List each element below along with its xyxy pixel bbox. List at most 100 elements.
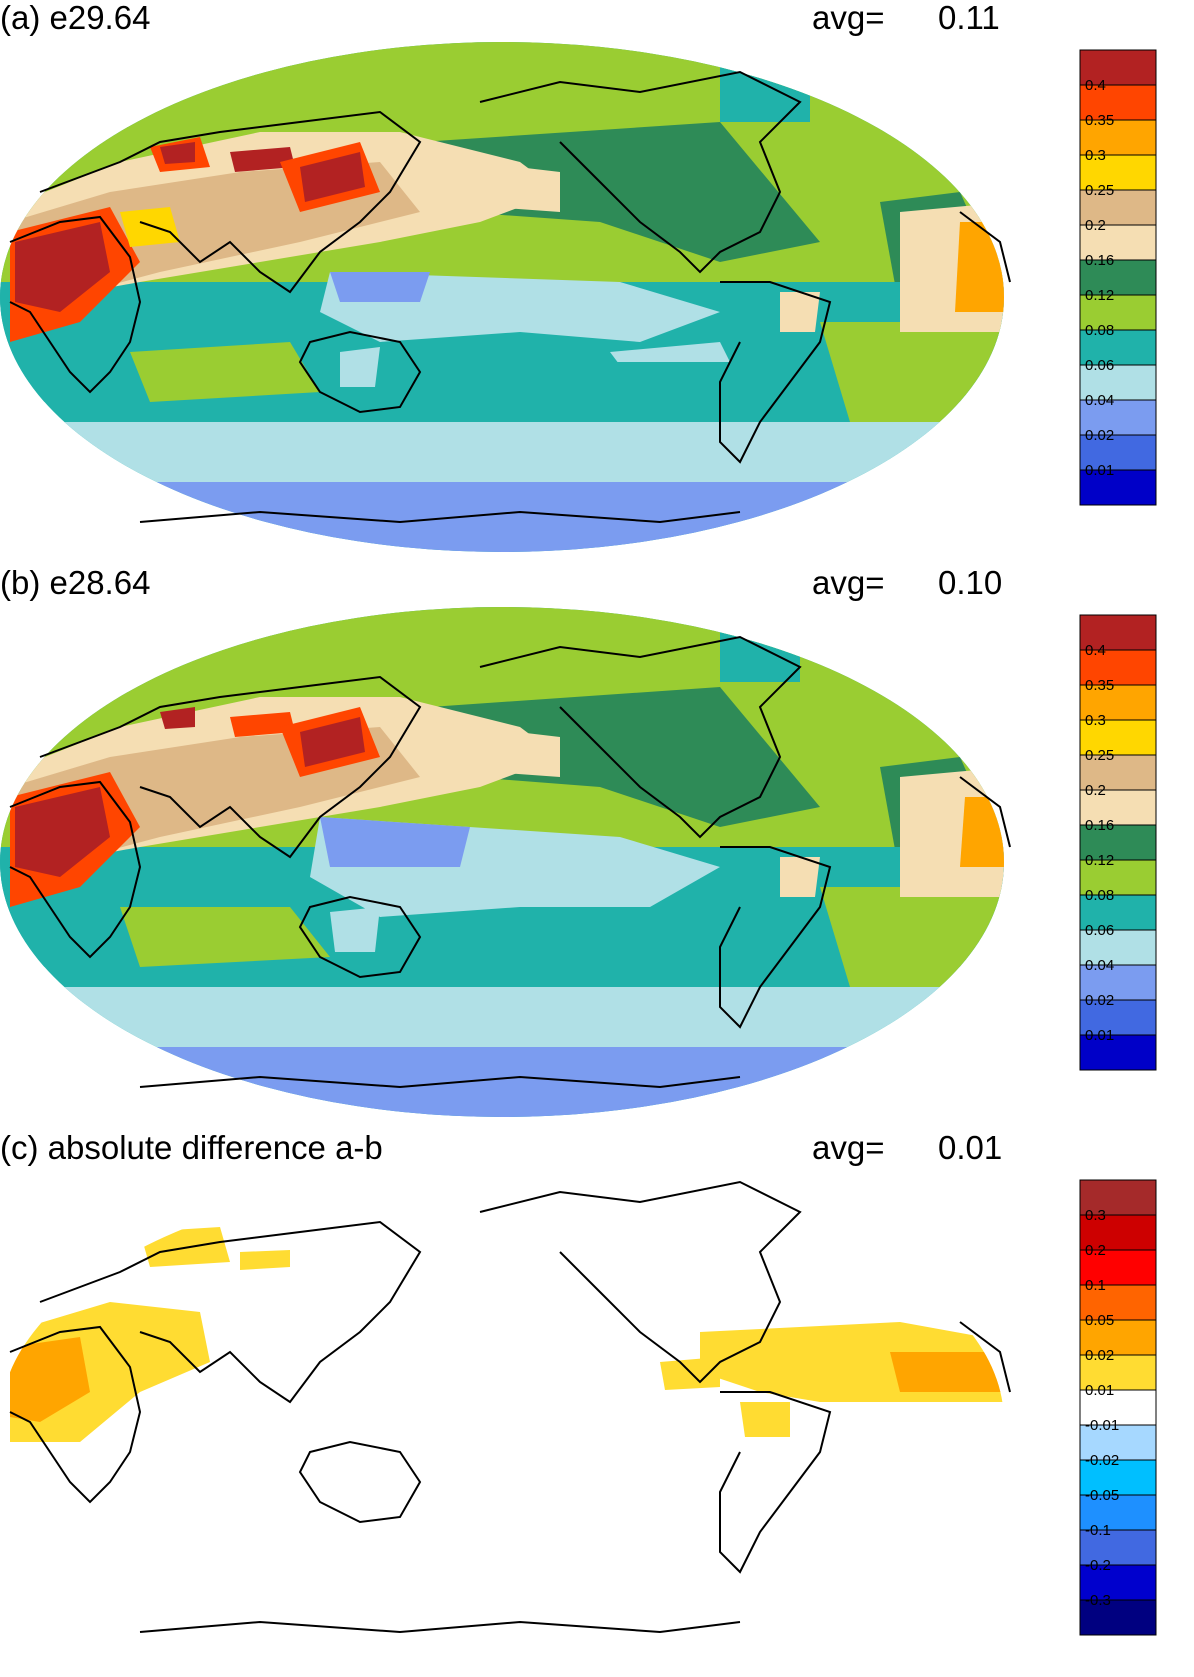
colorbar-tick-label: 0.02 bbox=[1085, 992, 1114, 1009]
colorbar-swatch bbox=[1079, 684, 1157, 721]
average-label: avg= bbox=[812, 1129, 885, 1166]
colorbar-swatch bbox=[1079, 1459, 1157, 1496]
colorbar-swatch bbox=[1079, 1284, 1157, 1321]
coastline-antarctica bbox=[139, 510, 741, 524]
colorbar-tick-label: 0.16 bbox=[1085, 817, 1114, 834]
arctic-teal bbox=[720, 627, 800, 682]
colorbar-tick-label: 0.2 bbox=[1085, 217, 1106, 234]
atlantic-anomaly-orange bbox=[890, 1352, 1004, 1392]
colorbar-swatch bbox=[1079, 1529, 1157, 1566]
atlantic-plume-orange bbox=[960, 797, 1004, 867]
colorbar-tick-label: 0.3 bbox=[1085, 1207, 1106, 1224]
colorbar-swatch bbox=[1079, 154, 1157, 191]
colorbar-b: 0.4 0.35 0.3 0.25 0.2 0.16 0.12 0.08 0.06 0.04 0.0… bbox=[1079, 614, 1157, 1071]
panel-a: (a) e29.64 avg= 0.11 bbox=[0, 0, 1194, 560]
colorbar-swatch bbox=[1079, 1034, 1157, 1071]
colorbar-swatch bbox=[1079, 49, 1157, 86]
coastline-australia bbox=[298, 1440, 422, 1524]
average-value: 0.11 bbox=[938, 0, 1000, 36]
coastline-eurasia bbox=[39, 1220, 422, 1404]
south-america-beige bbox=[780, 857, 820, 897]
colorbar-tick-label: 0.08 bbox=[1085, 887, 1114, 904]
pacific-anomaly bbox=[660, 1357, 720, 1390]
central-asia-red bbox=[230, 147, 295, 172]
coastline-north-america bbox=[479, 70, 802, 274]
coastline-north-america bbox=[479, 635, 802, 839]
colorbar-tick-label: 0.02 bbox=[1085, 427, 1114, 444]
colorbar-tick-label: -0.01 bbox=[1085, 1417, 1119, 1434]
panel-title: (b) e28.64 bbox=[0, 564, 151, 601]
colorbar-swatches bbox=[1079, 614, 1157, 1071]
coastline-south-america bbox=[719, 1391, 832, 1574]
gobi-red bbox=[300, 717, 365, 767]
southern-ocean-light bbox=[0, 987, 1004, 1047]
colorbar-swatch bbox=[1079, 224, 1157, 261]
colorbar-swatch bbox=[1079, 399, 1157, 436]
central-asia-orange bbox=[230, 712, 295, 737]
panel-title: (c) absolute difference a-b bbox=[0, 1129, 383, 1166]
colorbar-swatch bbox=[1079, 1214, 1157, 1251]
pacific-plume-beige bbox=[390, 717, 560, 777]
colorbar-tick-label: 0.12 bbox=[1085, 852, 1114, 869]
colorbar-tick-label: 0.08 bbox=[1085, 322, 1114, 339]
pacific-blue-patch bbox=[320, 817, 470, 867]
colorbar-tick-label: 0.05 bbox=[1085, 1312, 1114, 1329]
coastline-west-africa bbox=[959, 211, 1011, 283]
map-panel-c bbox=[0, 1172, 1011, 1672]
colorbar-tick-label: -0.1 bbox=[1085, 1522, 1111, 1539]
coastline-africa bbox=[9, 1325, 142, 1504]
field-b bbox=[0, 607, 1004, 1117]
colorbar-swatch bbox=[1079, 1179, 1157, 1216]
pacific-blue-patch bbox=[330, 272, 430, 302]
colorbar-swatch bbox=[1079, 1319, 1157, 1356]
colorbar-c: 0.3 0.2 0.1 0.05 0.02 0.01 -0.01 -0.02 -0.05 -0.1… bbox=[1079, 1179, 1157, 1636]
map-panel-b bbox=[0, 607, 1011, 1117]
colorbar-swatch bbox=[1079, 649, 1157, 686]
panel-title: (a) e29.64 bbox=[0, 0, 151, 36]
coastline-south-america bbox=[719, 846, 832, 1029]
colorbar-tick-label: 0.35 bbox=[1085, 112, 1114, 129]
colorbar-tick-label: 0.12 bbox=[1085, 287, 1114, 304]
colorbar-tick-label: -0.2 bbox=[1085, 1557, 1111, 1574]
colorbar-swatch bbox=[1079, 894, 1157, 931]
colorbar-swatch bbox=[1079, 1389, 1157, 1426]
gobi-anomaly bbox=[240, 1250, 290, 1270]
colorbar-ticks: 0.4 0.35 0.3 0.25 0.2 0.16 0.12 0.08 0.06 0.04 0.0… bbox=[1085, 77, 1114, 479]
field-a bbox=[0, 42, 1004, 552]
average-value: 0.01 bbox=[938, 1129, 1003, 1166]
colorbar-tick-label: 0.2 bbox=[1085, 782, 1106, 799]
arctic-teal bbox=[720, 62, 810, 122]
colorbar-tick-label: 0.06 bbox=[1085, 357, 1114, 374]
coastlines-c bbox=[9, 1180, 1011, 1634]
colorbar-tick-label: 0.4 bbox=[1085, 77, 1106, 94]
colorbar-swatch bbox=[1079, 999, 1157, 1036]
coastline-australia bbox=[298, 895, 422, 979]
colorbar-swatch bbox=[1079, 189, 1157, 226]
indian-ocean-green bbox=[130, 342, 320, 402]
coastline-eurasia bbox=[39, 110, 422, 294]
colorbar-swatch bbox=[1079, 789, 1157, 826]
colorbar-swatches bbox=[1079, 49, 1157, 506]
colorbar-swatch bbox=[1079, 1249, 1157, 1286]
coastline-africa bbox=[9, 780, 142, 959]
colorbar-swatch bbox=[1079, 754, 1157, 791]
southern-ocean-light bbox=[0, 422, 1004, 482]
middle-east-red bbox=[160, 142, 195, 164]
colorbar-tick-label: 0.3 bbox=[1085, 147, 1106, 164]
sahara-red bbox=[15, 787, 110, 877]
colorbar-tick-label: 0.04 bbox=[1085, 392, 1114, 409]
south-america-beige bbox=[780, 292, 820, 332]
coastline-south-america bbox=[719, 281, 832, 464]
south-atlantic-green bbox=[820, 887, 1004, 987]
pacific-plume-beige bbox=[390, 152, 560, 212]
coastline-antarctica bbox=[139, 1620, 741, 1634]
coastline-antarctica bbox=[139, 1075, 741, 1089]
coastline-africa bbox=[9, 215, 142, 394]
panel-c: (c) absolute difference a-b avg= 0.01 bbox=[0, 1130, 1194, 1675]
coastlines-a bbox=[9, 70, 1011, 524]
saudi-gold bbox=[120, 207, 180, 247]
panel-b: (b) e28.64 avg= 0.10 bbox=[0, 565, 1194, 1125]
colorbar-tick-label: 0.01 bbox=[1085, 462, 1114, 479]
colorbar-swatch bbox=[1079, 1599, 1157, 1636]
colorbar-tick-label: 0.1 bbox=[1085, 1277, 1106, 1294]
